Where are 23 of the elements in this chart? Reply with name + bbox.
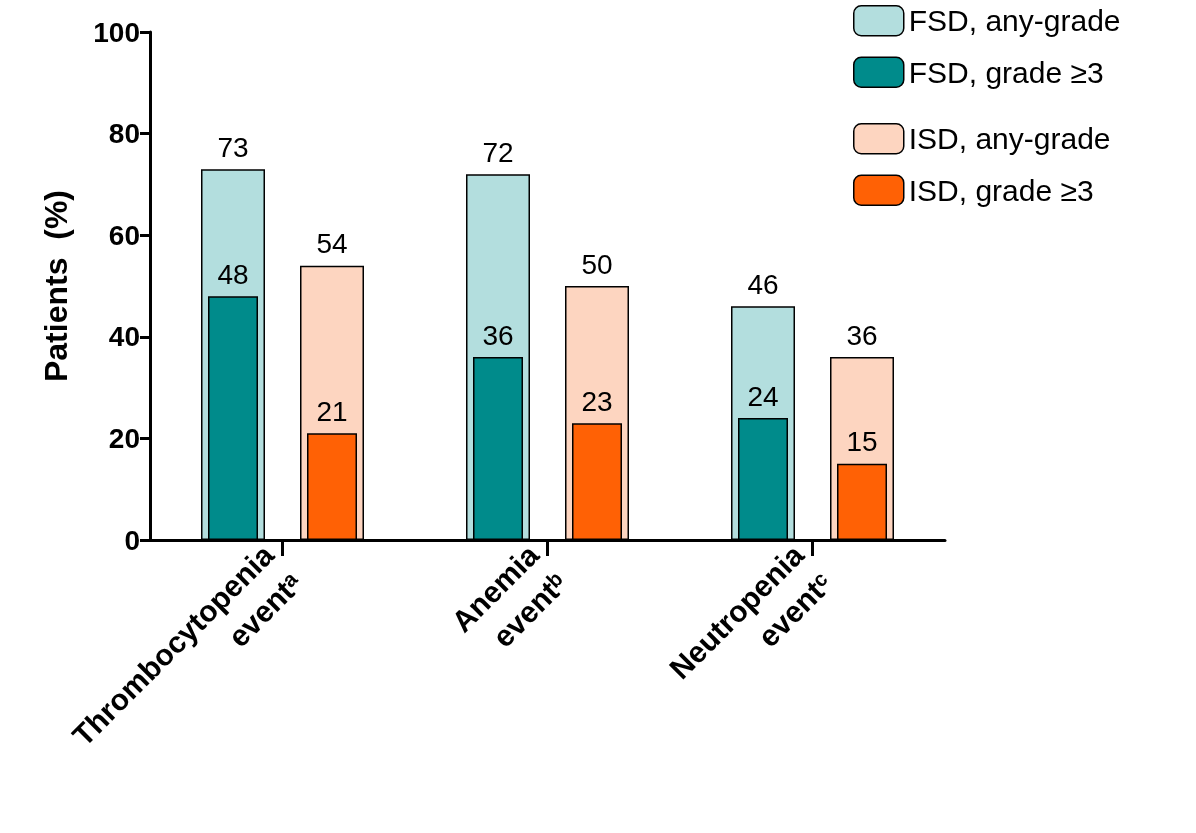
legend-label: ISD, grade ≥3 [908, 173, 1094, 207]
y-tick-label: 0 [124, 524, 140, 556]
y-tick-label: 60 [108, 219, 140, 251]
data-label: 15 [846, 426, 878, 458]
legend-label: FSD, any-grade [908, 4, 1121, 38]
y-axis-title: Patients (%) [38, 189, 74, 383]
data-label: 21 [316, 395, 348, 427]
data-label: 46 [747, 268, 779, 300]
y-tick-label: 100 [93, 16, 140, 48]
data-label: 72 [482, 136, 514, 168]
data-label: 50 [581, 248, 613, 280]
y-tick-label: 40 [108, 321, 140, 353]
data-label: 48 [217, 258, 249, 290]
legend-label: FSD, grade ≥3 [908, 55, 1104, 89]
data-label: 54 [316, 228, 348, 260]
y-tick-label: 80 [108, 118, 140, 150]
legend-label: ISD, any-grade [908, 122, 1111, 156]
data-label: 36 [846, 319, 878, 351]
data-label: 73 [217, 131, 249, 163]
data-label: 36 [482, 319, 514, 351]
y-tick-label: 20 [108, 422, 140, 454]
data-label: 23 [581, 385, 613, 417]
data-label: 24 [747, 380, 779, 412]
